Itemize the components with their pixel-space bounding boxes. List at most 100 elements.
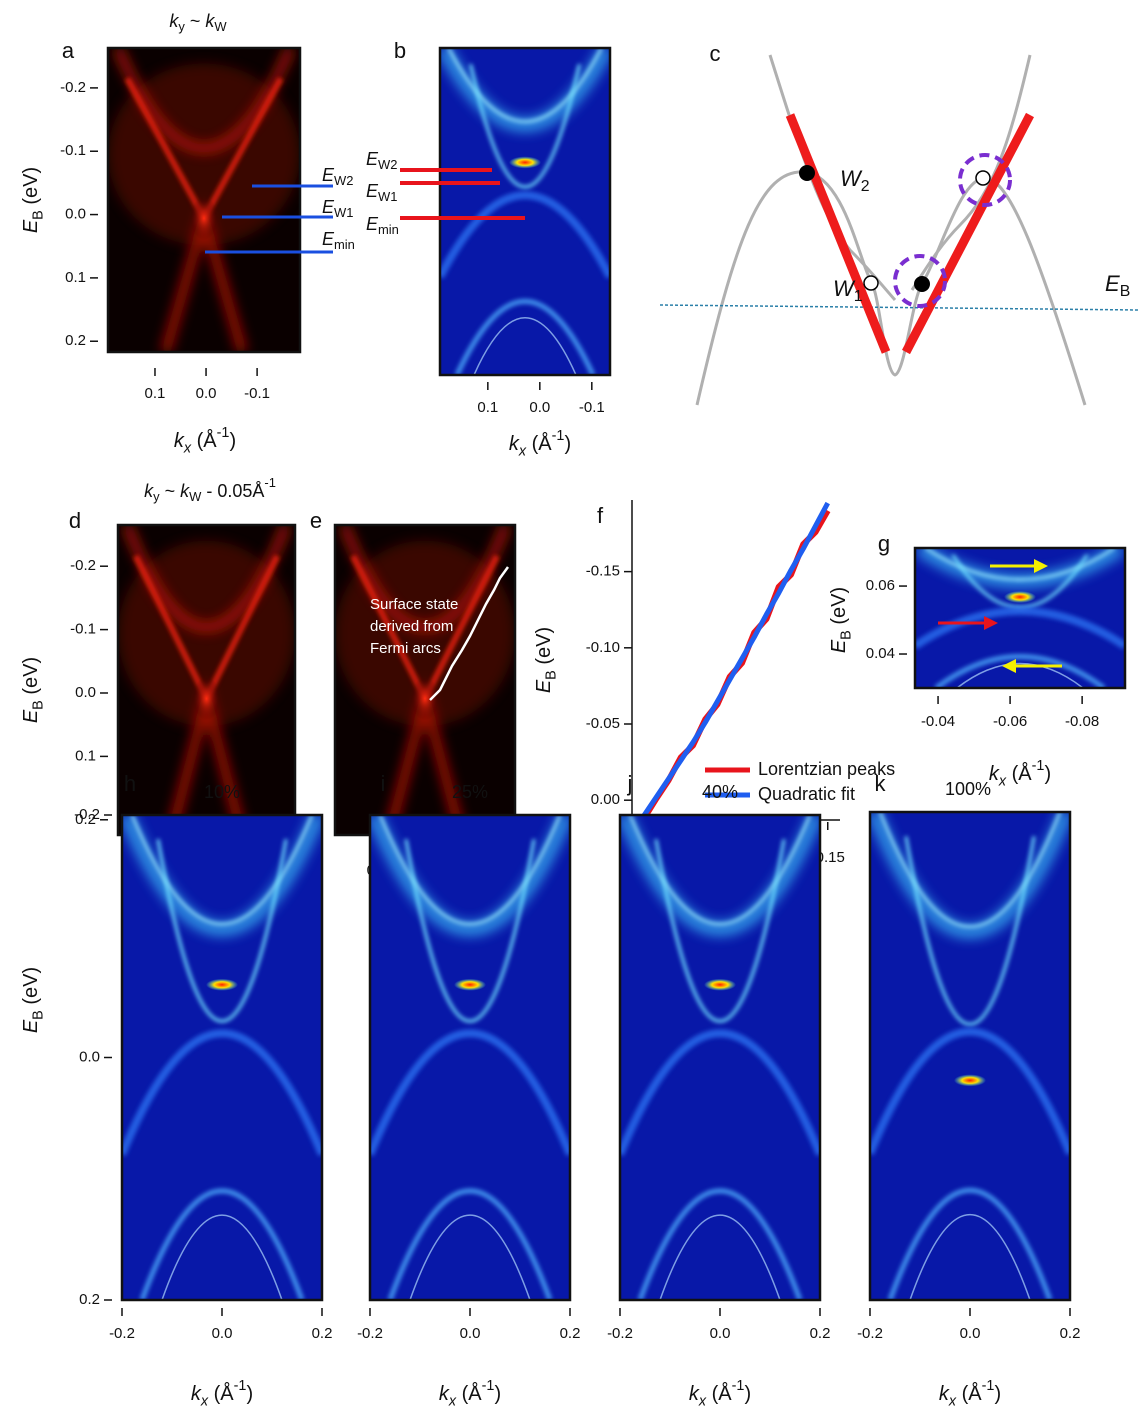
text-part: 40%: [702, 782, 738, 802]
text-part: k: [191, 1383, 202, 1405]
spectrum-band: [404, 838, 536, 1023]
text-part: (Å: [1006, 762, 1032, 785]
spectrum-band: [339, 525, 511, 633]
annotation: Surface state: [370, 596, 458, 613]
text-part: ~: [160, 481, 181, 501]
x-tick-label: -0.1: [579, 399, 605, 416]
y-tick-label: -0.2: [74, 806, 100, 823]
y-tick-label: 0.2: [65, 332, 86, 349]
x-tick-label: 0.1: [477, 399, 498, 416]
text-part: k: [169, 11, 179, 31]
spectrum-band: [440, 191, 610, 279]
text-part: E: [533, 679, 555, 693]
arrow-head: [1034, 559, 1048, 573]
y-axis-label: EB (eV): [533, 627, 559, 693]
text-part: min: [378, 222, 399, 237]
spectrum-band: [654, 838, 786, 1023]
text-part: (eV): [20, 967, 42, 1010]
text-part: W: [833, 276, 856, 301]
linear-band: [785, 113, 891, 354]
text-part: (Å: [706, 1382, 732, 1405]
text-part: ): [246, 1383, 253, 1405]
y-axis-label: EB (eV): [20, 967, 46, 1033]
band-curve: [910, 54, 1032, 291]
band-curve: [695, 170, 1087, 406]
text-part: W2: [378, 157, 397, 172]
spectrum-band: [122, 815, 322, 936]
text-part: W: [840, 166, 863, 191]
panel-letter: f: [597, 503, 604, 528]
x-tick-label: 0.2: [810, 1325, 831, 1342]
x-tick-label: 0.0: [960, 1325, 981, 1342]
text-part: B: [30, 210, 46, 220]
text-part: (eV): [20, 167, 42, 210]
y-axis-label: EB (eV): [828, 587, 854, 653]
text-part: -1: [482, 1378, 495, 1394]
text-part: (Å: [956, 1382, 982, 1405]
highlight-circle: [893, 254, 947, 308]
text-part: -1: [982, 1378, 995, 1394]
x-tick-label: 0.0: [196, 385, 217, 402]
text-part: ): [494, 1383, 501, 1405]
spectrum-band: [454, 299, 596, 375]
spectrum-band: [659, 1214, 781, 1300]
x-axis-label: kx (Å-1): [174, 425, 236, 456]
energy-label: EW1: [366, 181, 397, 204]
text-part: B: [1120, 283, 1131, 300]
y-tick-label: -0.2: [60, 79, 86, 96]
panel-letter: h: [124, 771, 136, 796]
text-part: E: [322, 197, 335, 217]
panel-title: ky ~ kW - 0.05Å-1: [144, 475, 276, 504]
spectrum-node: [190, 196, 218, 241]
spectrum-band: [122, 525, 291, 633]
panel-frame: [438, 46, 612, 377]
y-tick-label: 0.0: [65, 206, 86, 223]
text-part: (Å: [208, 1382, 234, 1405]
text-part: 10%: [204, 782, 240, 802]
x-axis-label: kx (Å-1): [989, 758, 1051, 789]
panel-frame: [120, 813, 324, 1302]
spectrum-band: [956, 662, 1084, 688]
text-part: -1: [234, 1378, 247, 1394]
text-part: W1: [334, 205, 353, 220]
band-schematic: [659, 54, 1138, 406]
legend-label: Quadratic fit: [758, 784, 855, 804]
weyl-point: [863, 275, 879, 291]
text-part: x: [698, 1393, 707, 1409]
panel-letter: i: [381, 771, 386, 796]
y-tick-label: 0.2: [75, 811, 96, 828]
spectrum-image: [370, 815, 570, 1300]
text-part: W2: [334, 173, 353, 188]
spectrum-band: [440, 48, 610, 132]
text-part: min: [334, 237, 355, 252]
y-axis-label: EB (eV): [20, 657, 46, 723]
panel-frame: [868, 810, 1072, 1302]
text-part: W1: [378, 189, 397, 204]
data-line: [641, 501, 830, 817]
spectrum-band: [122, 1029, 322, 1157]
panel-frame: [913, 546, 1127, 690]
x-tick-label: 0.0: [529, 399, 550, 416]
y-tick-label: 0.1: [75, 747, 96, 764]
panel-frame: [368, 813, 572, 1302]
x-tick-label: -0.04: [921, 713, 955, 730]
spectrum-band: [161, 1214, 283, 1300]
spectrum-node: [411, 676, 439, 721]
text-part: y: [153, 489, 160, 504]
text-part: W: [189, 489, 202, 504]
panel-frame: [618, 813, 822, 1302]
spectrum-band: [620, 815, 820, 936]
x-tick-label: 0.0: [212, 1325, 233, 1342]
text-part: ~: [185, 11, 206, 31]
text-part: ): [229, 430, 236, 452]
text-part: E: [20, 219, 42, 233]
x-tick-label: 0.2: [312, 1325, 333, 1342]
text-part: k: [509, 433, 520, 455]
spectrum-band: [934, 654, 1106, 688]
text-part: y: [178, 19, 185, 34]
text-part: x: [448, 1393, 457, 1409]
text-part: - 0.05Å: [201, 481, 264, 501]
spectrum-hotspot: [454, 978, 486, 991]
x-axis-label: kx (Å-1): [191, 1378, 253, 1409]
linear-band: [902, 112, 1034, 355]
